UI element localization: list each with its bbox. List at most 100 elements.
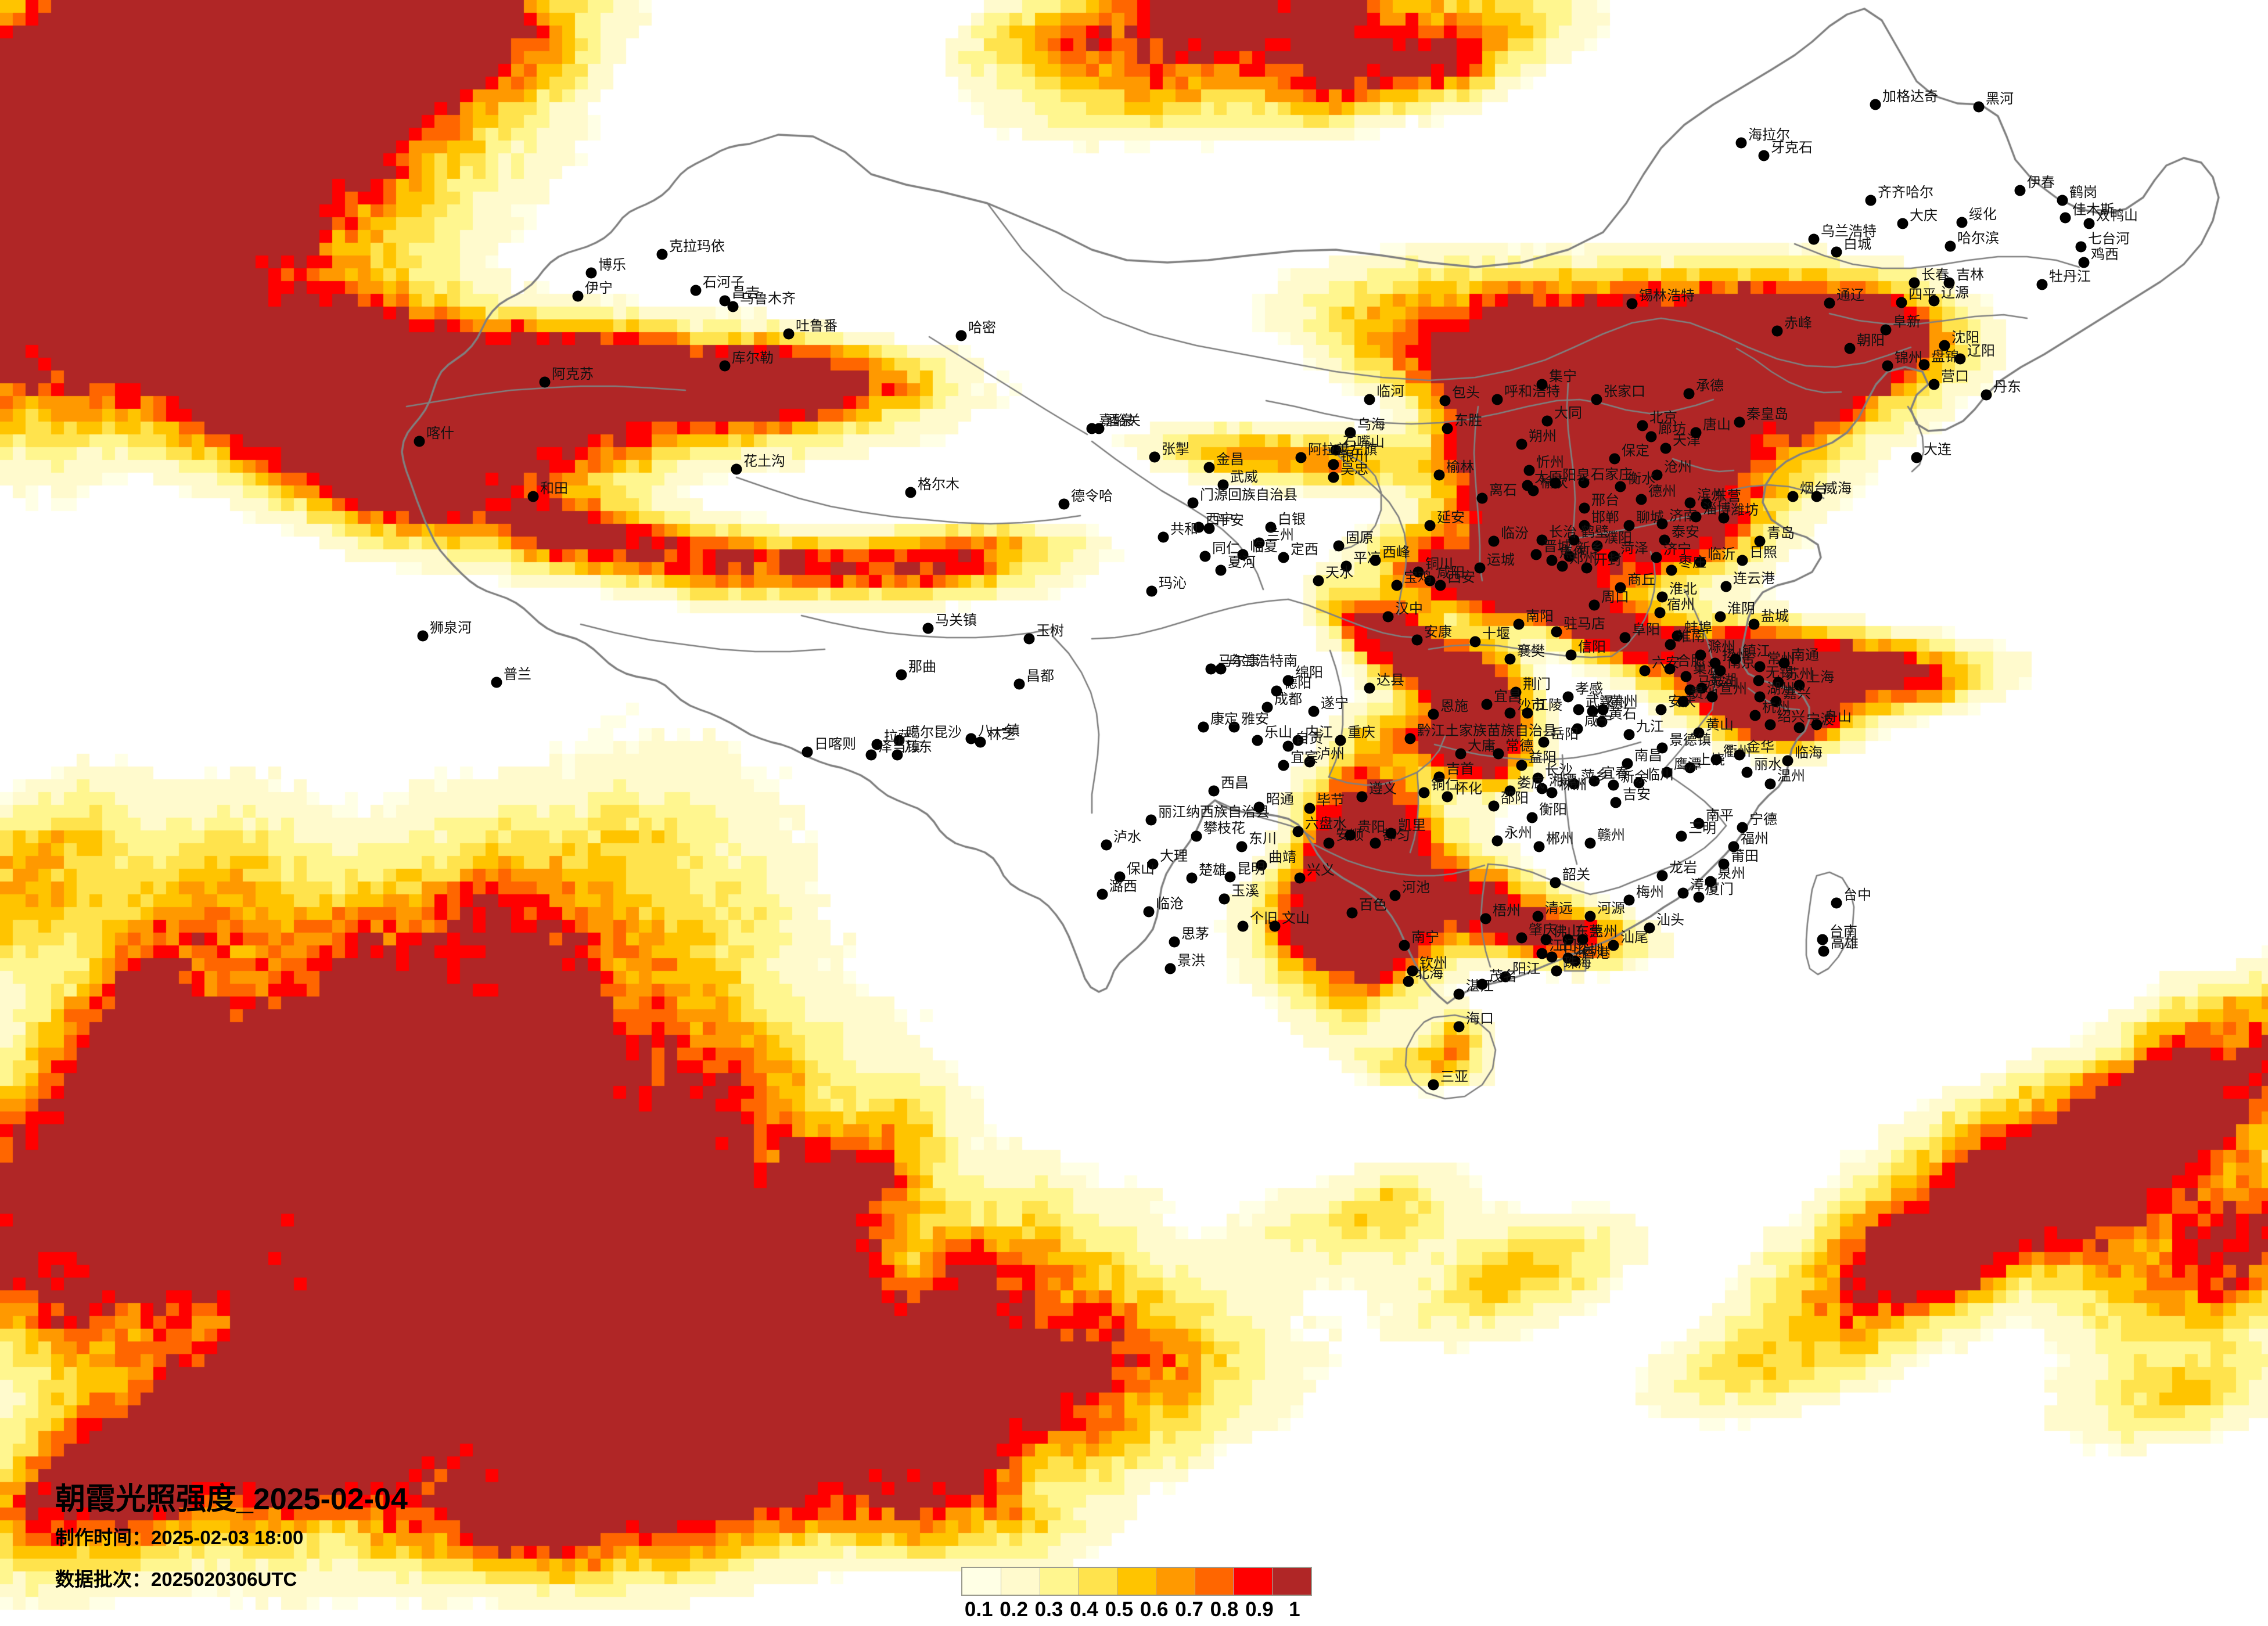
city-dot-icon [1058, 498, 1070, 510]
city-dot-icon [1956, 217, 1968, 228]
city-dot-icon [1665, 639, 1676, 650]
city-label: 辽阳 [1967, 343, 1995, 359]
city-dot-icon [1428, 708, 1439, 720]
city-label: 临沂 [1708, 546, 1735, 562]
city-dot-icon [1278, 552, 1289, 563]
city-dot-icon [1623, 729, 1635, 740]
colorbar-tick-0.1: 0.1 [964, 1598, 993, 1621]
city-dot-icon [1651, 469, 1663, 481]
city-dot-icon [2014, 185, 2026, 196]
city-dot-icon [1771, 325, 1783, 337]
city-label: 衡水 [1627, 470, 1655, 487]
city-label: 文山 [1282, 910, 1310, 926]
city-dot-icon [1569, 955, 1581, 967]
city-label: 宁德 [1749, 811, 1777, 828]
city-dot-icon [2083, 218, 2095, 229]
city-label: 保定 [1622, 443, 1649, 459]
city-dot-icon [1615, 582, 1626, 593]
city-label: 铜仁 [1431, 776, 1459, 793]
city-label: 门源回族自治县 [1200, 487, 1297, 503]
city-label: 曲靖 [1268, 849, 1296, 865]
city-label: 淮阴 [1727, 600, 1755, 617]
city-dot-icon [975, 736, 986, 748]
city-label: 承德 [1696, 377, 1724, 394]
city-dot-icon [1527, 485, 1539, 497]
city-dot-icon [1608, 779, 1619, 791]
colorbar-swatch-9 [1273, 1568, 1311, 1595]
city-dot-icon [1097, 888, 1108, 900]
city-dot-icon [1793, 679, 1805, 691]
city-label: 格尔木 [918, 476, 959, 492]
colorbar-swatch-2 [1001, 1568, 1040, 1595]
city-label: 宣州 [1719, 681, 1747, 697]
city-dot-icon [1619, 632, 1631, 643]
city-dot-icon [1709, 657, 1721, 669]
colorbar-swatch-5 [1117, 1568, 1156, 1595]
city-label: 大连 [1924, 441, 1951, 458]
city-label: 临川 [1646, 767, 1674, 783]
city-label: 三亚 [1440, 1069, 1468, 1085]
city-dot-icon [1664, 663, 1676, 675]
city-label: 兰州 [1266, 527, 1294, 543]
city-dot-icon [1588, 599, 1600, 611]
city-label: 锡林浩特 [1639, 287, 1695, 304]
city-dot-icon [1469, 636, 1481, 647]
city-dot-icon [1313, 575, 1324, 587]
city-dot-icon [1237, 549, 1249, 560]
city-dot-icon [1758, 150, 1770, 161]
colorbar-swatch-7 [1195, 1568, 1234, 1595]
city-label: 天水 [1325, 564, 1353, 581]
city-dot-icon [1944, 240, 1956, 252]
city-label: 宿州 [1667, 596, 1695, 613]
city-label: 乌海 [1357, 416, 1385, 433]
city-label: 台中 [1843, 887, 1871, 903]
city-label: 张家口 [1604, 383, 1645, 400]
city-dot-icon [1897, 218, 1908, 229]
city-label: 驻马店 [1563, 616, 1605, 632]
city-label: 日照 [1749, 544, 1777, 560]
city-label: 株洲 [1559, 776, 1587, 793]
city-label: 孝感 [1575, 681, 1603, 697]
city-dot-icon [1754, 661, 1766, 672]
city-dot-icon [1093, 423, 1105, 434]
city-dot-icon [1551, 626, 1562, 638]
city-dot-icon [1269, 920, 1281, 932]
city-dot-icon [1645, 431, 1657, 443]
city-dot-icon [1588, 775, 1600, 787]
city-dot-icon [1504, 707, 1516, 719]
city-dot-icon [1453, 988, 1465, 1000]
city-dot-icon [1364, 682, 1375, 694]
city-label: 景德镇 [1669, 732, 1711, 748]
city-dot-icon [1695, 556, 1706, 568]
city-label: 吉林 [1956, 267, 1984, 283]
city-dot-icon [1818, 945, 1830, 957]
city-label: 绵阳 [1295, 664, 1323, 681]
city-label: 和田 [540, 480, 568, 497]
city-label: 运城 [1487, 552, 1515, 568]
city-dot-icon [1253, 537, 1265, 549]
city-dot-icon [1237, 920, 1249, 932]
colorbar-tick-0.9: 0.9 [1245, 1598, 1274, 1621]
city-label: 济宁 [1663, 541, 1691, 557]
city-label: 加格达奇 [1882, 88, 1938, 105]
city-label: 吉安 [1623, 786, 1651, 803]
city-label: 定西 [1291, 541, 1318, 557]
city-label: 湘潭 [1549, 772, 1577, 789]
city-dot-icon [1770, 696, 1782, 707]
city-label: 三明 [1688, 820, 1716, 836]
city-dot-icon [527, 491, 539, 502]
city-label: 大庆 [1910, 207, 1938, 224]
city-dot-icon [965, 733, 977, 744]
city-label: 遂宁 [1321, 695, 1349, 711]
city-label: 兴义 [1307, 862, 1335, 878]
city-label: 达县 [1376, 672, 1404, 688]
city-label: 阜新 [1893, 314, 1921, 330]
city-label: 青岛 [1767, 525, 1795, 541]
city-dot-icon [865, 749, 877, 761]
city-dot-icon [1690, 427, 1702, 438]
city-dot-icon [1808, 233, 1820, 245]
city-label: 牙克石 [1771, 139, 1813, 156]
city-label: 拉萨 [884, 728, 912, 744]
city-dot-icon [1718, 858, 1730, 870]
city-dot-icon [1323, 837, 1335, 849]
